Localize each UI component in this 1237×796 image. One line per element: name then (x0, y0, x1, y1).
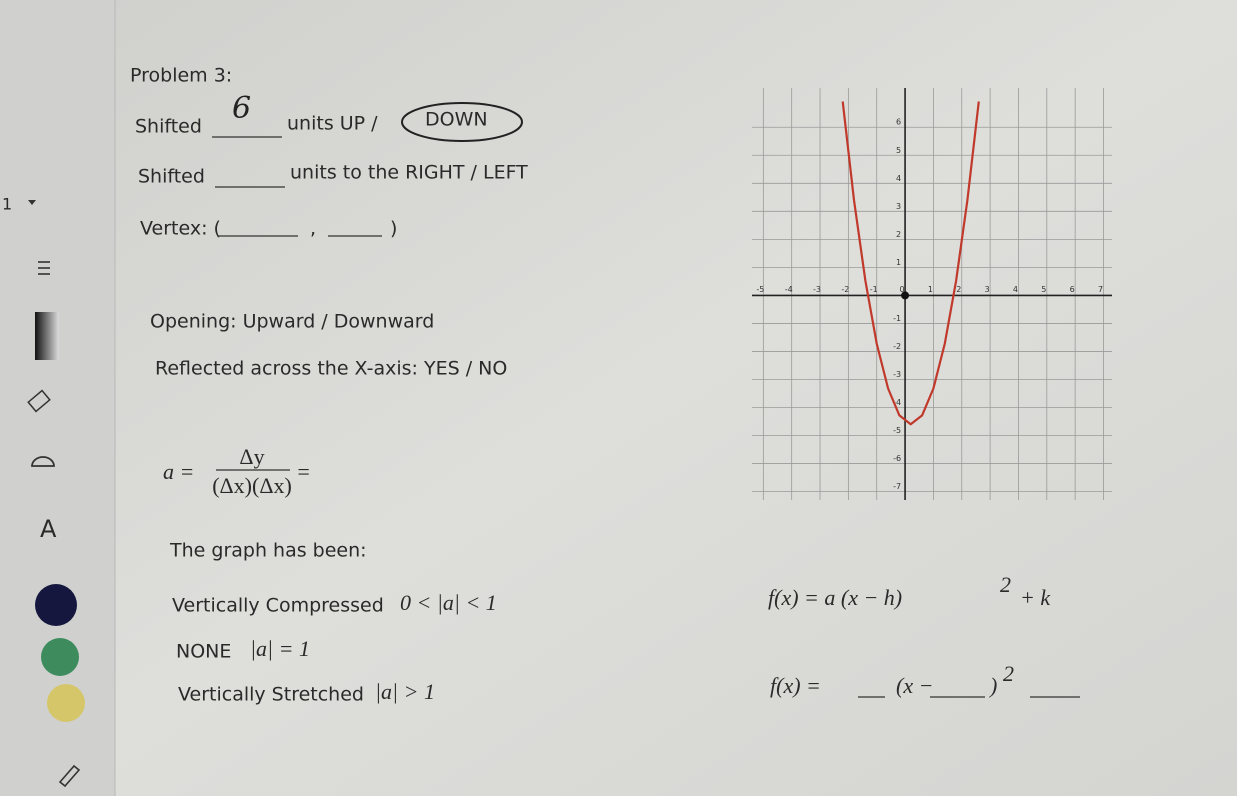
answer-paren: (x − (896, 673, 933, 698)
denominator: (Δx)(Δx) (212, 473, 292, 498)
x-tick-label: -1 (870, 285, 878, 294)
y-tick-label: -4 (893, 398, 901, 407)
swatch-navy[interactable] (35, 584, 77, 626)
page-number[interactable]: 1 (2, 195, 12, 214)
y-tick-label: 2 (896, 230, 901, 239)
option-name: Vertically Compressed (172, 595, 384, 617)
x-tick-label: -4 (785, 285, 793, 294)
x-tick-label: -5 (756, 285, 764, 294)
vertex-comma: , (310, 218, 316, 240)
x-tick-label: 1 (928, 285, 933, 294)
toolbar (0, 0, 115, 796)
option-condition: |a| > 1 (375, 679, 435, 704)
x-tick-label: 6 (1070, 285, 1075, 294)
numerator: Δy (239, 444, 264, 469)
y-tick-label: 4 (896, 174, 901, 183)
option-condition: |a| = 1 (250, 636, 310, 661)
exponent: 2 (1003, 661, 1014, 686)
y-tick-label: -3 (893, 370, 901, 379)
shift-label: Shifted (138, 166, 205, 188)
vertex-label: Vertex: ( (140, 218, 221, 240)
y-tick-label: -7 (893, 482, 901, 491)
shift-label: Shifted (135, 116, 202, 138)
y-tick-label: 3 (896, 202, 901, 211)
exponent: 2 (1000, 572, 1011, 597)
x-tick-label: 4 (1013, 285, 1018, 294)
graph-heading: The graph has been: (169, 540, 367, 562)
x-tick-label: 7 (1098, 285, 1103, 294)
x-tick-label: 3 (985, 285, 990, 294)
x-tick-label: -2 (841, 285, 849, 294)
y-tick-label: -1 (893, 314, 901, 323)
handwritten-answer: 6 (232, 91, 251, 126)
text-tool[interactable]: A (40, 515, 57, 543)
problem-title: Problem 3: (130, 65, 232, 87)
y-tick-label: 1 (896, 258, 901, 267)
vertex-form-rhs: + k (1020, 585, 1051, 610)
vertex-form: f(x) = a (x − h) (768, 585, 902, 610)
point (901, 291, 910, 300)
a-equals: = (296, 459, 311, 484)
vertex-close: ) (390, 218, 397, 240)
option-name: NONE (176, 641, 231, 663)
circled-option: DOWN (425, 109, 488, 131)
shift-units: units UP / (287, 113, 378, 135)
answer-form: f(x) = (770, 673, 821, 698)
ruler-icon[interactable] (27, 389, 51, 413)
reflected: Reflected across the X-axis: YES / NO (155, 358, 507, 380)
swatch-yellow[interactable] (47, 684, 85, 722)
protractor-icon[interactable] (31, 456, 55, 467)
x-tick-label: 2 (956, 285, 961, 294)
pencil-icon[interactable] (58, 764, 81, 788)
y-tick-label: -6 (893, 454, 901, 463)
option-name: Vertically Stretched (178, 684, 364, 706)
x-tick-label: 5 (1041, 285, 1046, 294)
parabola (841, 101, 980, 426)
x-tick-label: 0 (900, 285, 905, 294)
y-tick-label: -2 (893, 342, 901, 351)
color-gradient[interactable] (35, 312, 59, 360)
y-tick-label: -5 (893, 426, 901, 435)
swatch-green[interactable] (41, 638, 79, 676)
shift-units: units to the RIGHT / LEFT (290, 162, 528, 184)
y-tick-label: 6 (896, 118, 901, 127)
opening: Opening: Upward / Downward (150, 311, 434, 333)
a-lhs: a = (163, 459, 194, 484)
menu-icon[interactable] (38, 261, 50, 275)
option-condition: 0 < |a| < 1 (400, 590, 497, 615)
circle-mark (401, 102, 523, 142)
x-tick-label: -3 (813, 285, 821, 294)
graph: -5 -4 -3 -2 -1 0 1 2 3 4 5 6 7 -7 -6 -5 -4 -3 -2 -1 1 2 3 4 5 6 (752, 88, 1112, 500)
y-tick-label: 5 (896, 146, 901, 155)
answer-paren: ) (988, 673, 997, 698)
dropdown-arrow[interactable] (28, 200, 36, 205)
